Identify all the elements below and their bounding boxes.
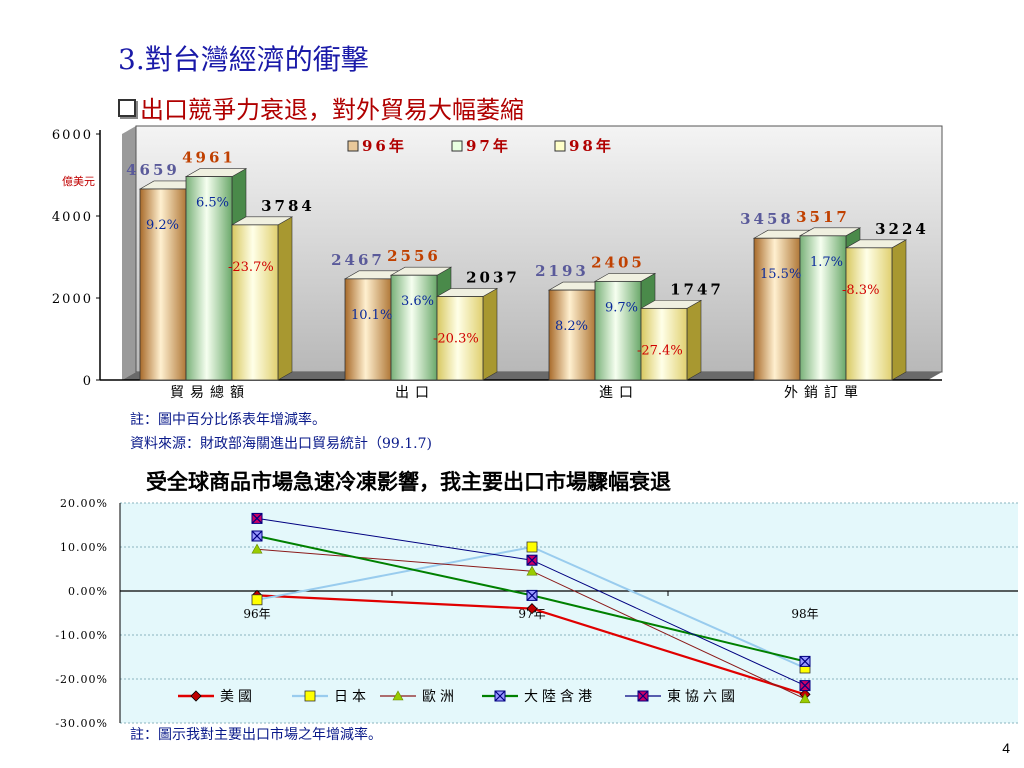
legend-label: 東協六國 bbox=[667, 689, 739, 705]
bar-value-label: 4961 bbox=[182, 149, 236, 167]
data-source: 資料來源：財政部海關進出口貿易統計（99.1.7) bbox=[130, 436, 432, 452]
y-tick-label: 0.00% bbox=[68, 585, 108, 598]
bar-side bbox=[482, 287, 498, 381]
series-marker bbox=[526, 541, 538, 553]
bar-value-label: 2193 bbox=[535, 262, 589, 280]
series-marker bbox=[494, 690, 506, 702]
bar bbox=[436, 296, 484, 381]
slide-subtitle: 出口競爭力衰退，對外貿易大幅萎縮 bbox=[118, 90, 524, 125]
y-unit-label: 億美元 bbox=[62, 175, 95, 188]
series-marker bbox=[251, 543, 263, 554]
legend-swatch bbox=[554, 140, 566, 152]
bar-side bbox=[686, 299, 702, 381]
legend-label: 日本 bbox=[334, 689, 370, 705]
bar bbox=[799, 235, 847, 381]
bar-side bbox=[277, 216, 293, 381]
pct-label: 3.6% bbox=[401, 294, 434, 309]
bar-side bbox=[891, 239, 907, 381]
bar bbox=[390, 274, 438, 381]
pct-label: 9.7% bbox=[605, 300, 638, 315]
bar bbox=[548, 289, 596, 381]
series-marker bbox=[526, 603, 538, 615]
x-category-label: 98年 bbox=[791, 607, 818, 621]
bar bbox=[344, 278, 392, 381]
pct-label: -8.3% bbox=[842, 283, 879, 298]
legend-label: 美國 bbox=[220, 689, 256, 705]
y-tick-label: -20.00% bbox=[55, 673, 108, 686]
x-category-label: 進口 bbox=[599, 385, 639, 401]
series-marker bbox=[637, 690, 649, 702]
legend-label: 大陸含港 bbox=[524, 689, 596, 705]
y-tick-label: 4000 bbox=[52, 210, 93, 225]
pct-label: 8.2% bbox=[555, 319, 588, 334]
bar bbox=[753, 237, 801, 381]
bar bbox=[845, 247, 893, 381]
legend-swatch bbox=[451, 140, 463, 152]
subtitle-text: 出口競爭力衰退，對外貿易大幅萎縮 bbox=[140, 96, 524, 124]
legend-label: 97年 bbox=[466, 137, 511, 155]
bar bbox=[640, 307, 688, 381]
bar-value-label: 4659 bbox=[126, 161, 180, 179]
y-tick-label: 2000 bbox=[52, 292, 93, 307]
series-marker bbox=[251, 530, 263, 542]
bar bbox=[594, 280, 642, 381]
x-category-label: 外銷訂單 bbox=[784, 385, 864, 401]
pct-label: 10.1% bbox=[351, 308, 392, 323]
page-number: 4 bbox=[1002, 740, 1010, 756]
pct-label: 9.2% bbox=[146, 218, 179, 233]
legend-label: 98年 bbox=[569, 137, 614, 155]
bar-value-label: 2556 bbox=[387, 247, 441, 265]
pct-label: 15.5% bbox=[760, 267, 801, 282]
pct-label: 6.5% bbox=[196, 196, 229, 211]
line-chart-heading: 受全球商品市場急速冷凍影響，我主要出口市場驟幅衰退 bbox=[146, 469, 671, 494]
series-marker bbox=[526, 554, 538, 566]
pct-label: 1.7% bbox=[810, 255, 843, 270]
bar bbox=[231, 224, 279, 381]
series-marker bbox=[304, 690, 316, 702]
series-marker bbox=[190, 690, 202, 702]
plot-side-wall bbox=[122, 126, 136, 380]
y-tick-label: 0 bbox=[83, 374, 93, 389]
bar-value-label: 2037 bbox=[466, 268, 520, 286]
bar-value-label: 3458 bbox=[740, 210, 794, 228]
bar-value-label: 3224 bbox=[875, 220, 929, 238]
series-marker bbox=[392, 690, 404, 701]
series-marker bbox=[799, 680, 811, 692]
pct-label: -20.3% bbox=[433, 331, 479, 346]
bar-value-label: 2467 bbox=[331, 251, 385, 269]
y-tick-label: 6000 bbox=[52, 128, 93, 143]
x-category-label: 出口 bbox=[395, 385, 435, 401]
bar-value-label: 3784 bbox=[261, 197, 315, 215]
pct-label: -27.4% bbox=[637, 343, 683, 358]
y-tick-label: -30.00% bbox=[55, 717, 108, 730]
plot-floor bbox=[122, 372, 942, 380]
series-marker bbox=[251, 512, 263, 524]
bar bbox=[139, 188, 187, 381]
y-tick-label: 20.00% bbox=[60, 497, 108, 510]
y-tick-label: -10.00% bbox=[55, 629, 108, 642]
legend-label: 歐洲 bbox=[422, 689, 458, 705]
export-market-line-chart: 20.00% 10.00% 0.00% -10.00% -20.00% -30.00% 96… bbox=[55, 497, 1018, 730]
legend-swatch bbox=[347, 140, 359, 152]
series-marker bbox=[799, 655, 811, 667]
x-category-label: 貿易總額 bbox=[170, 384, 250, 401]
slide-title: 3.對台灣經濟的衝擊 bbox=[118, 43, 369, 76]
bar-value-label: 3517 bbox=[796, 208, 850, 226]
bar-value-label: 1747 bbox=[670, 280, 724, 298]
series-marker bbox=[526, 589, 538, 601]
series-marker bbox=[799, 693, 811, 704]
legend-label: 96年 bbox=[362, 137, 407, 155]
series-marker bbox=[251, 594, 263, 606]
line-chart-note: 註：圖示我對主要出口市場之年增減率。 bbox=[130, 727, 382, 743]
y-tick-label: 10.00% bbox=[60, 541, 108, 554]
checkbox-bullet-icon bbox=[118, 99, 136, 117]
x-category-label: 96年 bbox=[243, 607, 270, 621]
series-marker bbox=[526, 565, 538, 576]
chart-note: 註：圖中百分比係表年增減率。 bbox=[130, 412, 326, 428]
bar-value-label: 2405 bbox=[591, 253, 645, 271]
pct-label: -23.7% bbox=[228, 260, 274, 275]
